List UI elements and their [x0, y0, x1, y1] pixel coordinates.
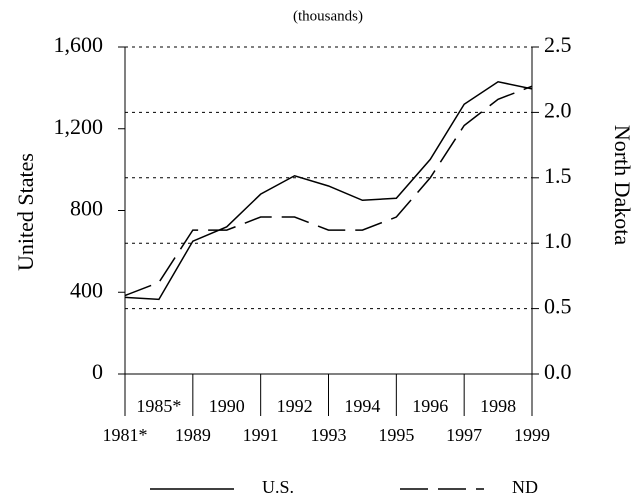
- x-tick-label: 1989: [175, 425, 211, 445]
- x-tick-label: 1994: [344, 396, 380, 416]
- x-tick-label: 1981*: [103, 425, 148, 445]
- x-tick-label: 1998: [480, 396, 516, 416]
- x-tick-label: 1985*: [136, 396, 181, 416]
- y-tick-label: 400: [70, 277, 103, 302]
- y-tick-label: 800: [70, 196, 103, 221]
- y2-axis-title: North Dakota: [610, 125, 635, 246]
- y-tick-label: 0: [92, 359, 103, 384]
- y2-tick-label: 1.0: [544, 228, 572, 253]
- y2-tick-label: 2.5: [544, 32, 572, 57]
- x-tick-label: 1999: [514, 425, 550, 445]
- chart-title: (thousands): [293, 8, 363, 24]
- y-tick-label: 1,600: [54, 32, 104, 57]
- y2-tick-label: 2.0: [544, 97, 572, 122]
- series-line: [124, 80, 533, 301]
- x-tick-label: 1992: [277, 396, 313, 416]
- y-tick-label: 1,200: [54, 114, 104, 139]
- x-tick-label: 1993: [311, 425, 347, 445]
- y-axis-title: United States: [13, 153, 38, 271]
- legend-label: U.S.: [262, 477, 294, 497]
- y2-tick-label: 1.5: [544, 163, 572, 188]
- y2-tick-label: 0.0: [544, 359, 572, 384]
- x-tick-label: 1996: [412, 396, 448, 416]
- series-line: [124, 85, 533, 297]
- x-tick-label: 1991: [243, 425, 279, 445]
- x-tick-label: 1997: [446, 425, 482, 445]
- y2-tick-label: 0.5: [544, 294, 572, 319]
- x-tick-label: 1990: [209, 396, 245, 416]
- legend-label: ND: [512, 477, 538, 497]
- x-tick-label: 1995: [378, 425, 414, 445]
